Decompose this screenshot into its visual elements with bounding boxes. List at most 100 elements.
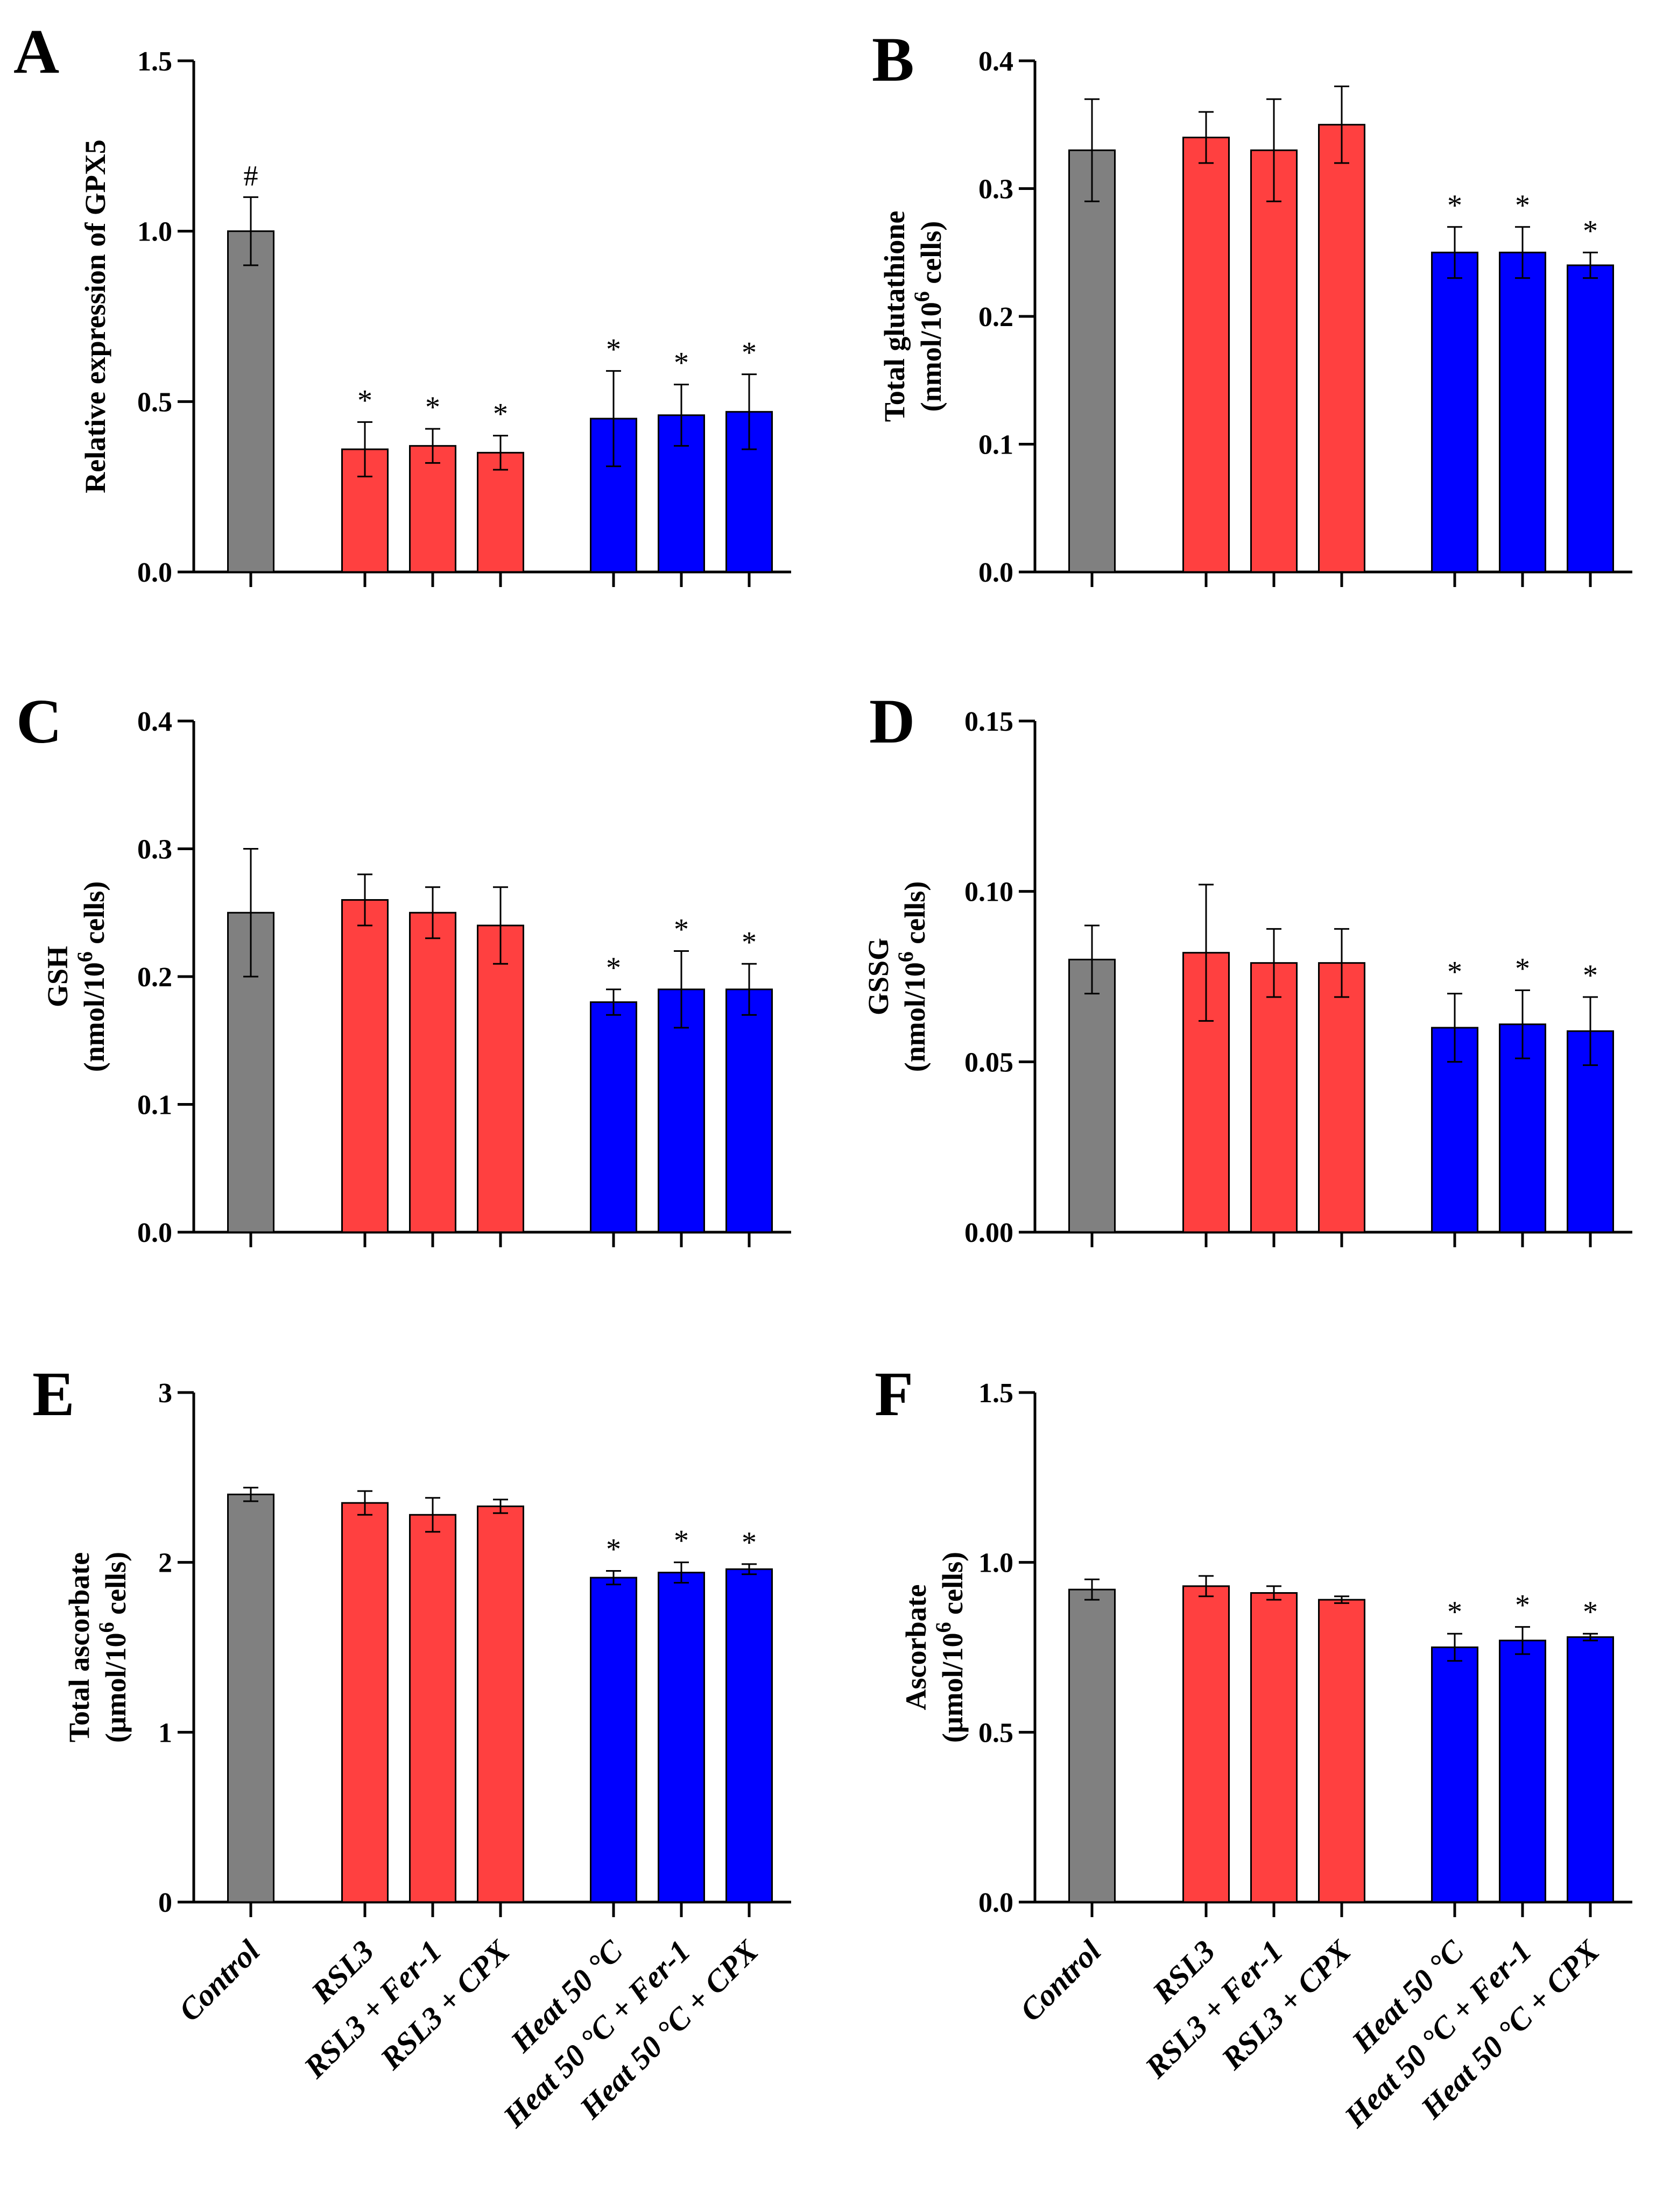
y-tick-label: 0.5 [137,387,172,418]
y-tick-label: 1.0 [978,1548,1013,1579]
bar [658,988,705,1233]
y-tick-label: 0.0 [978,1888,1013,1918]
panel-letter: D [869,686,915,757]
bar [590,1001,637,1233]
y-tick-label: 0.2 [137,962,172,993]
y-tick-label: 0 [158,1888,172,1918]
bar [1182,137,1230,573]
y-tick-label: 0.1 [978,430,1013,461]
panel-c: C 0.0 0.1 0.2 0.3 0.4 GSH (nmol/106 cells) * * * [16,686,791,1248]
y-tick-label: 0.4 [137,706,172,737]
significance-star: * [1583,214,1598,248]
y-axis-label: Total glutathione [878,211,911,422]
bar [227,1493,274,1903]
y-tick-label: 0.1 [137,1090,172,1121]
panel-d: D 0.00 0.05 0.10 0.15 GSSG (nmol/106 cells) * * * [862,686,1632,1248]
y-axis-label: Total ascorbate [63,1552,95,1742]
significance-star: * [674,347,689,380]
y-axis-label: Ascorbate [900,1585,932,1711]
y-axis-label: GSH [41,946,74,1007]
panel-a: A 0.0 0.5 1.0 1.5 Relative expression of GPX5… [13,16,791,588]
bar [1068,958,1116,1233]
bar [1567,264,1614,573]
y-tick-label: 1 [158,1718,172,1748]
significance-star: * [1447,1595,1462,1629]
bar [341,899,389,1233]
bar [590,1577,637,1903]
significance-star: * [606,333,621,366]
bar [227,230,274,573]
bar [725,988,773,1233]
y-tick-label: 0.15 [964,706,1013,737]
y-tick-label: 0.00 [964,1218,1013,1248]
significance-star: * [1515,952,1530,985]
y-tick-label: 0.4 [978,46,1013,77]
y-tick-label: 0.3 [137,835,172,865]
panel-letter: A [13,16,59,87]
panel-e: E 0 1 2 3 Total ascorbate (μmol/106 cells) * * * C… [32,1359,791,2135]
x-category-label: Control [1013,1933,1108,2029]
y-tick-label: 0.2 [978,302,1013,333]
y-axis-unit-label: (μmol/106 cells) [94,1552,132,1743]
y-tick-label: 0.0 [978,557,1013,588]
panel-f: F 0.0 0.5 1.0 1.5 Ascorbate (μmol/106 cells) * *… [875,1359,1632,2135]
significance-star: * [1515,1589,1530,1622]
significance-star: * [742,1526,757,1559]
y-tick-label: 0.3 [978,174,1013,205]
bar [1068,149,1116,573]
significance-star: * [742,336,757,370]
y-tick-label: 1.5 [978,1378,1013,1409]
significance-star: * [1583,1595,1598,1629]
y-tick-label: 0.10 [964,877,1013,908]
significance-star: * [606,1532,621,1566]
bar [1318,124,1365,573]
significance-star: * [493,398,508,431]
y-tick-label: 0.5 [978,1718,1013,1748]
significance-star: * [674,1524,689,1558]
bar [477,924,524,1233]
panel-letter: E [32,1359,75,1429]
bar [1318,1599,1365,1903]
y-tick-label: 0.0 [137,557,172,588]
significance-star: * [742,925,757,959]
significance-star: * [1447,956,1462,989]
y-tick-label: 1.5 [137,46,172,77]
y-axis-unit-label: (nmol/106 cells) [893,881,931,1072]
y-tick-label: 0.05 [964,1047,1013,1078]
significance-star: * [1583,959,1598,992]
bar [1499,251,1546,573]
bar [1250,149,1298,573]
x-category-label: Control [172,1933,267,2029]
significance-star: * [357,384,372,417]
y-axis-label: Relative expression of GPX5 [79,139,111,493]
bar [1499,1639,1546,1903]
y-tick-label: 2 [158,1548,172,1579]
y-tick-label: 3 [158,1378,172,1409]
bar [409,1514,456,1903]
hash-annotation: # [244,159,258,192]
bar [725,1568,773,1903]
y-axis-unit-label: (nmol/106 cells) [910,221,947,412]
significance-star: * [1447,189,1462,222]
bar [1250,1592,1298,1903]
bar [658,1572,705,1903]
bar [1182,1585,1230,1903]
bar [1431,251,1478,573]
panel-letter: C [16,686,62,757]
y-tick-label: 0.0 [137,1218,172,1248]
bar [477,1505,524,1903]
panel-letter: F [875,1359,913,1429]
significance-star: * [425,391,440,424]
bar [1068,1588,1116,1903]
significance-star: * [674,913,689,946]
significance-star: * [1515,189,1530,222]
y-axis-label: GSSG [862,938,894,1015]
y-axis-unit-label: (μmol/106 cells) [931,1552,969,1743]
panel-letter: B [872,24,914,95]
bar [341,1502,389,1903]
bar [409,911,456,1233]
bar [1431,1646,1478,1903]
y-axis-unit-label: (nmol/106 cells) [73,881,110,1072]
bar [1250,962,1298,1233]
